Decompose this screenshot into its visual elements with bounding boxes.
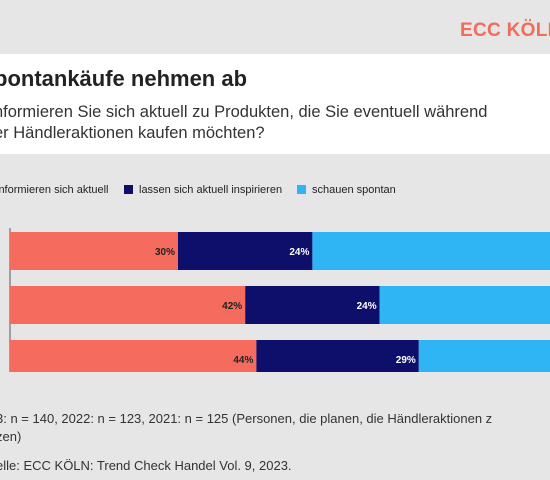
bar-spontan-row-3 — [418, 340, 550, 372]
chart-subtitle: nformieren Sie sich aktuell zu Produkten… — [0, 102, 550, 144]
bar-inspirieren-row-2 — [245, 286, 380, 324]
data-label-inspirieren-row-3: 29% — [396, 355, 416, 366]
subtitle-line-2: er Händleraktionen kaufen möchten? — [0, 124, 265, 142]
brand-logo: ECC KÖLN — [460, 20, 550, 41]
bar-informieren-row-2 — [10, 286, 246, 324]
data-label-informieren-row-1: 30% — [155, 247, 175, 258]
legend-label-spontan: schauen spontan — [312, 184, 396, 196]
legend-label-inspirieren: lassen sich aktuell inspirieren — [139, 184, 283, 196]
footnote: 3: n = 140, 2022: n = 123, 2021: n = 125… — [0, 410, 492, 446]
legend-item-inspirieren: lassen sich aktuell inspirieren — [124, 184, 282, 196]
data-label-informieren-row-3: 44% — [233, 355, 253, 366]
legend-label-informieren: informieren sich aktuell — [0, 184, 109, 196]
bar-inspirieren-row-3 — [256, 340, 419, 372]
data-label-inspirieren-row-2: 24% — [357, 301, 377, 312]
title-band: pontankäufe nehmen ab nformieren Sie sic… — [0, 54, 550, 154]
bar-informieren-row-3 — [10, 340, 257, 372]
data-label-inspirieren-row-1: 24% — [289, 247, 309, 258]
stacked-bar-chart: 30%24%442%24%3344%29%26 — [9, 228, 550, 372]
subtitle-line-1: nformieren Sie sich aktuell zu Produkten… — [0, 103, 488, 121]
bar-inspirieren-row-1 — [178, 232, 313, 270]
chart-title: pontankäufe nehmen ab — [0, 66, 248, 91]
legend-item-informieren: informieren sich aktuell — [0, 184, 109, 196]
source-note: elle: ECC KÖLN: Trend Check Handel Vol. … — [0, 458, 292, 473]
legend-swatch-inspirieren — [124, 185, 133, 194]
data-label-informieren-row-2: 42% — [222, 301, 242, 312]
footnote-line-2: zen) — [0, 429, 22, 444]
bar-spontan-row-2 — [379, 286, 550, 324]
legend-swatch-spontan — [297, 185, 306, 194]
bar-spontan-row-1 — [312, 232, 550, 270]
footnote-line-1: 3: n = 140, 2022: n = 123, 2021: n = 125… — [0, 411, 493, 426]
legend-item-spontan: schauen spontan — [297, 184, 396, 196]
bar-informieren-row-1 — [10, 232, 178, 270]
